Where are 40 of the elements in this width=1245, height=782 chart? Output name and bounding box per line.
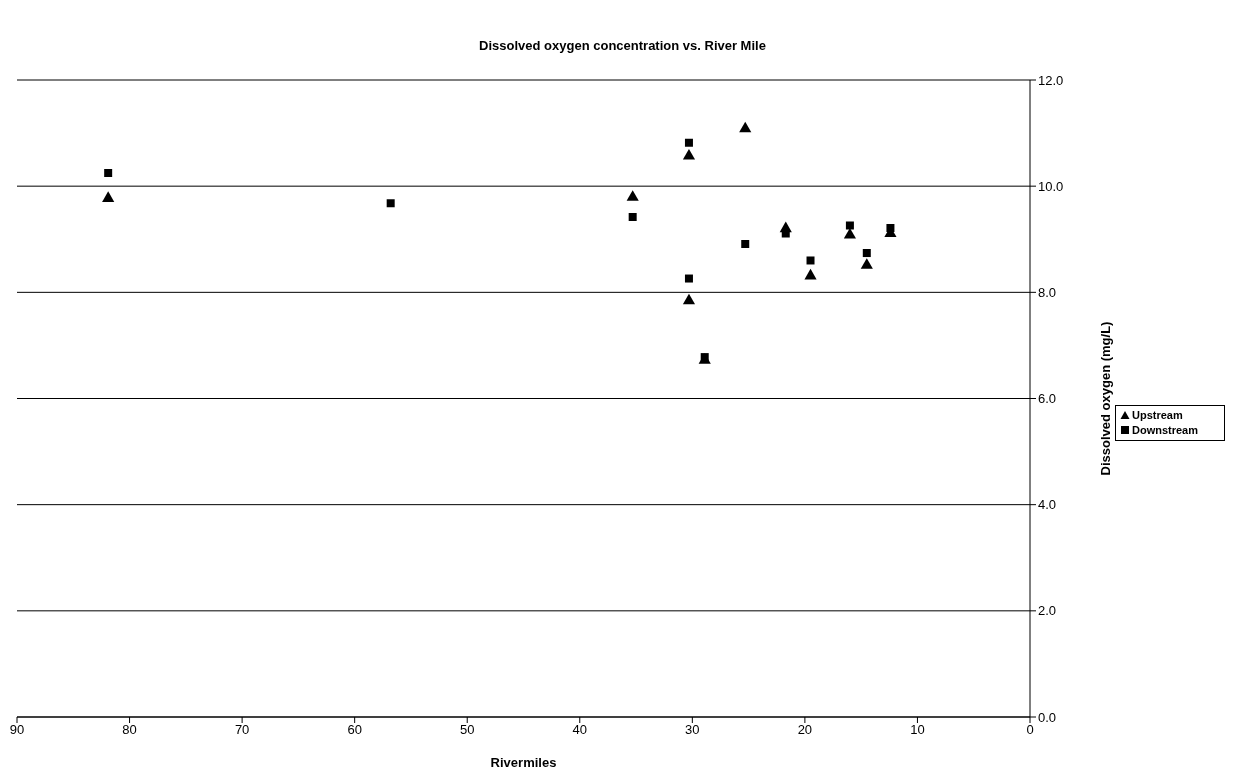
point	[682, 148, 696, 160]
y-tick-label: 8.0	[1038, 284, 1057, 300]
y-tick-label: 12.0	[1038, 72, 1064, 88]
x-tick-label: 50	[459, 722, 475, 738]
x-tick-label: 30	[685, 722, 700, 738]
point	[741, 240, 750, 249]
y-tick-label: 2.0	[1038, 603, 1057, 619]
point	[682, 293, 696, 305]
point	[862, 249, 871, 258]
x-tick-label: 10	[910, 722, 925, 738]
y-tick-label: 4.0	[1038, 497, 1057, 513]
point	[684, 274, 693, 283]
x-tick-label: 60	[347, 722, 362, 738]
point	[628, 212, 637, 221]
point	[684, 138, 693, 147]
point	[626, 190, 639, 201]
chart-title: Dissolved oxygen concentration vs. River Mile	[478, 37, 767, 55]
point	[386, 199, 395, 208]
point	[104, 168, 113, 177]
point	[804, 268, 817, 280]
point	[806, 256, 815, 265]
point	[781, 229, 790, 238]
y-axis-title: Dissolved oxygen (mg/L)	[1097, 321, 1113, 476]
x-tick-label: 0	[1026, 722, 1034, 738]
point	[845, 221, 854, 230]
y-tick-label: 0.0	[1038, 709, 1057, 725]
y-tick-label: 6.0	[1038, 391, 1057, 407]
legend-label: Downstream	[1132, 422, 1199, 438]
point	[886, 224, 895, 233]
x-tick-label: 20	[797, 722, 813, 738]
point	[102, 191, 115, 202]
legend-label: Upstream	[1132, 407, 1183, 423]
x-tick-label: 70	[234, 722, 250, 738]
y-tick-label: 10.0	[1038, 178, 1064, 194]
x-tick-label: 40	[572, 722, 588, 738]
x-axis-title: Rivermiles	[490, 755, 557, 770]
point	[739, 121, 752, 133]
point	[860, 258, 873, 269]
x-tick-label: 90	[9, 722, 25, 738]
x-tick-label: 80	[122, 722, 137, 738]
